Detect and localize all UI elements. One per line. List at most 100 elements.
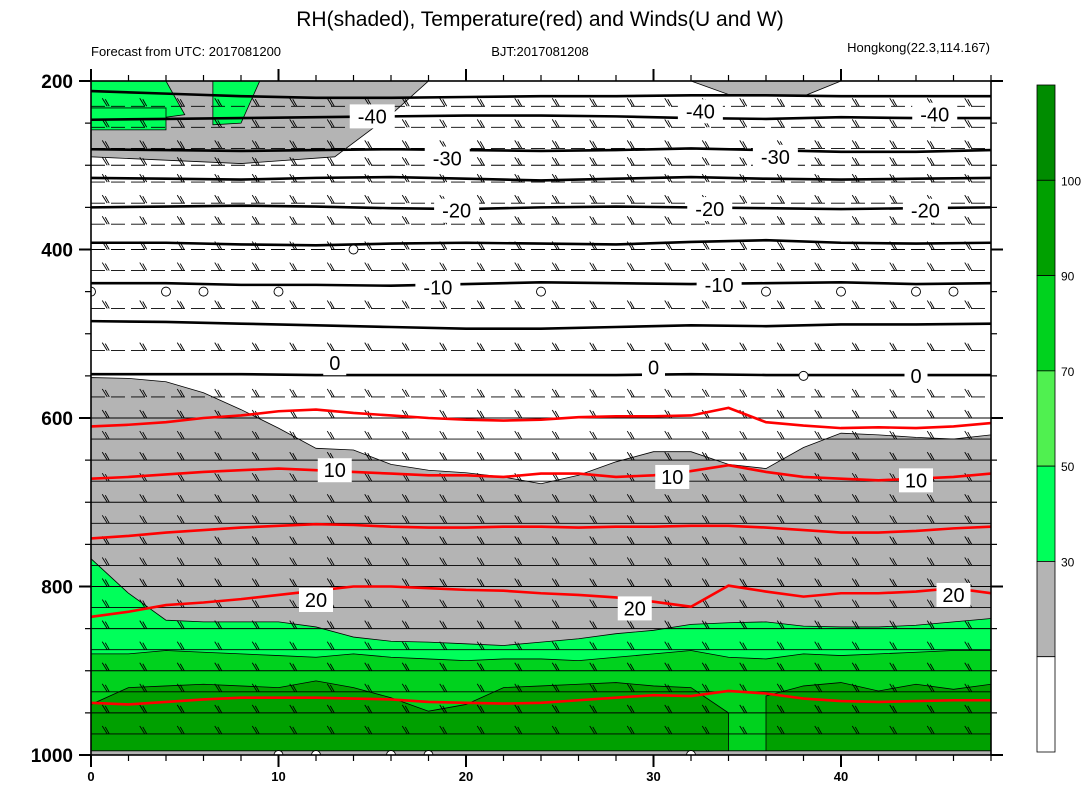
- barb-flag: [817, 120, 823, 128]
- barb-flag: [442, 263, 448, 271]
- barb-flag: [592, 600, 598, 608]
- barb-flag: [664, 494, 671, 503]
- barb-flag: [967, 410, 973, 419]
- barb-flag: [367, 452, 373, 461]
- barb-flag: [739, 157, 746, 166]
- barb-flag: [251, 599, 258, 608]
- barb-flag: [739, 300, 746, 309]
- barb-flag: [964, 342, 971, 351]
- barb-flag: [889, 620, 896, 629]
- barb-flag: [329, 621, 335, 629]
- barb-flag: [176, 536, 183, 545]
- barb-flag: [214, 451, 221, 461]
- barb-flag: [929, 343, 935, 351]
- barb-flag: [289, 683, 296, 693]
- barb-flag: [854, 410, 860, 419]
- rh-upper-green-b: [212, 81, 261, 126]
- barb-flag: [892, 99, 898, 107]
- barb-flag: [217, 684, 223, 693]
- x-tick-label-0: 0: [87, 769, 94, 784]
- barb-flag: [592, 621, 598, 629]
- barb-flag: [479, 495, 485, 503]
- barb-flag: [964, 725, 971, 735]
- barb-flag: [779, 600, 785, 608]
- barb-flag: [142, 642, 148, 650]
- barb-flag: [517, 195, 523, 204]
- barb-flag: [926, 140, 933, 149]
- barb-flag: [851, 662, 858, 671]
- barb-flag: [217, 431, 223, 440]
- barb-flag: [589, 262, 596, 271]
- barb-flag: [139, 662, 146, 671]
- colorbar-box-2: [1036, 275, 1056, 372]
- barb-flag: [854, 642, 860, 650]
- barb-flag: [889, 515, 896, 524]
- barb-flag: [254, 516, 260, 524]
- barb-flag: [667, 99, 673, 107]
- barb-flag: [929, 141, 935, 149]
- y-tick-label-3: 800: [41, 578, 73, 599]
- barb-flag: [176, 494, 183, 503]
- barb-flag: [179, 452, 185, 461]
- barb-flag: [851, 262, 858, 271]
- barb-flag: [667, 120, 673, 128]
- barb-flag: [742, 301, 748, 309]
- barb-flag: [139, 262, 146, 271]
- barb-flag: [589, 494, 596, 503]
- barb-flag: [514, 262, 521, 271]
- barb-flag: [289, 557, 296, 566]
- barb-flag: [664, 704, 671, 714]
- barb-flag: [139, 451, 146, 461]
- barb-flag: [479, 431, 485, 440]
- barb-flag: [289, 194, 296, 204]
- barb-flag: [851, 409, 858, 419]
- contour-label-5: -20: [442, 201, 471, 223]
- barb-flag: [739, 262, 746, 271]
- barb-flag: [626, 515, 633, 524]
- contour-label-bg-18: [936, 582, 971, 607]
- barb-flag: [589, 725, 596, 735]
- barb-flag: [404, 452, 410, 461]
- barb-flag: [551, 451, 558, 461]
- barb-flag: [367, 473, 373, 482]
- barb-flag: [929, 537, 935, 545]
- barb-flag: [479, 99, 485, 107]
- barb-flag: [139, 388, 146, 398]
- barb-flag: [592, 558, 598, 566]
- barb-flag: [476, 599, 483, 608]
- barb-flag: [551, 430, 558, 440]
- barb-flag: [704, 579, 710, 587]
- barb-flag: [854, 579, 860, 587]
- contour-label-18: 20: [942, 585, 964, 607]
- barb-flag: [854, 99, 860, 107]
- barb-flag: [517, 495, 523, 503]
- barb-flag: [367, 726, 373, 735]
- barb-flag: [554, 99, 560, 107]
- barb-flag: [967, 642, 973, 650]
- barb-flag: [217, 579, 223, 587]
- contour-label-bg-3: [424, 146, 470, 171]
- barb-flag: [889, 430, 896, 440]
- barb-flag: [551, 578, 558, 587]
- barb-flag: [889, 300, 896, 309]
- barb-flag: [742, 495, 748, 503]
- barb-flag: [776, 515, 783, 524]
- barb-flag: [214, 620, 221, 629]
- barb-flag: [929, 495, 935, 503]
- barb-flag: [254, 705, 260, 714]
- barb-flag: [179, 343, 185, 351]
- barb-flag: [326, 494, 333, 503]
- barb-flag: [854, 263, 860, 271]
- barb-flag: [967, 516, 973, 524]
- barb-flag: [926, 704, 933, 714]
- barb-flag: [551, 704, 558, 714]
- barb-flag: [967, 301, 973, 309]
- barb-flag: [101, 494, 108, 503]
- barb-flag: [629, 621, 635, 629]
- barb-flag: [442, 120, 448, 128]
- barb-flag: [592, 516, 598, 524]
- barb-flag: [217, 726, 223, 735]
- barb-flag: [814, 725, 821, 735]
- barb-flag: [817, 217, 823, 225]
- barb-flag: [967, 705, 973, 714]
